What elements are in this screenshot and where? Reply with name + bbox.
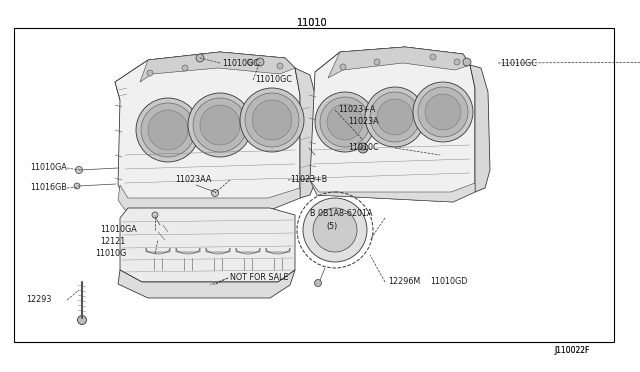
Circle shape: [182, 65, 188, 71]
Circle shape: [313, 175, 319, 181]
Text: J110022F: J110022F: [555, 346, 590, 355]
Polygon shape: [328, 47, 470, 78]
Circle shape: [196, 54, 204, 62]
Circle shape: [377, 99, 413, 135]
Circle shape: [315, 92, 375, 152]
Circle shape: [74, 183, 80, 189]
Circle shape: [340, 64, 346, 70]
Text: 11016GB: 11016GB: [30, 183, 67, 192]
Circle shape: [358, 143, 368, 153]
Circle shape: [374, 59, 380, 65]
Circle shape: [252, 100, 292, 140]
Circle shape: [314, 279, 321, 286]
Circle shape: [77, 315, 86, 324]
Polygon shape: [120, 208, 295, 282]
Text: 11010: 11010: [297, 18, 327, 28]
Circle shape: [211, 189, 218, 196]
Text: 11010G: 11010G: [95, 250, 126, 259]
Polygon shape: [236, 248, 260, 254]
Circle shape: [425, 94, 461, 130]
Circle shape: [360, 145, 365, 151]
Circle shape: [320, 97, 370, 147]
Polygon shape: [140, 52, 295, 82]
Text: 12121: 12121: [100, 237, 125, 247]
Text: 12296M: 12296M: [388, 278, 420, 286]
Circle shape: [245, 93, 299, 147]
Circle shape: [148, 110, 188, 150]
Circle shape: [193, 98, 247, 152]
Polygon shape: [470, 65, 490, 192]
Circle shape: [277, 63, 283, 69]
Polygon shape: [176, 248, 200, 254]
Text: 11023+B: 11023+B: [290, 176, 327, 185]
Text: 11010GC: 11010GC: [255, 76, 292, 84]
Polygon shape: [266, 248, 290, 254]
Text: 11023+A: 11023+A: [338, 106, 375, 115]
Text: 11023AA: 11023AA: [175, 176, 211, 185]
Polygon shape: [146, 248, 170, 254]
Polygon shape: [115, 52, 300, 210]
Circle shape: [313, 208, 357, 252]
Circle shape: [327, 104, 363, 140]
Polygon shape: [315, 47, 470, 74]
Circle shape: [240, 88, 304, 152]
Circle shape: [256, 58, 264, 66]
Polygon shape: [310, 47, 475, 202]
Polygon shape: [115, 52, 295, 100]
Circle shape: [370, 92, 420, 142]
Circle shape: [463, 58, 471, 66]
Circle shape: [152, 212, 158, 218]
Text: 11023A: 11023A: [348, 118, 379, 126]
Text: 11010: 11010: [297, 18, 327, 28]
Polygon shape: [118, 270, 295, 298]
Circle shape: [303, 198, 367, 262]
Text: 11010GD: 11010GD: [430, 278, 467, 286]
Circle shape: [418, 87, 468, 137]
Text: 11010GC: 11010GC: [222, 58, 259, 67]
Polygon shape: [310, 180, 475, 202]
Circle shape: [188, 93, 252, 157]
Circle shape: [141, 103, 195, 157]
Bar: [14, 28, 614, 342]
Circle shape: [76, 167, 83, 173]
Text: (5): (5): [326, 221, 337, 231]
Text: 11010C: 11010C: [348, 144, 379, 153]
Polygon shape: [206, 248, 230, 254]
Polygon shape: [118, 185, 300, 210]
Text: 11010GA: 11010GA: [100, 225, 137, 234]
Circle shape: [413, 82, 473, 142]
Text: 11010GC: 11010GC: [500, 58, 537, 67]
Text: B 0B1A8-6201A: B 0B1A8-6201A: [310, 209, 372, 218]
Polygon shape: [295, 68, 318, 198]
Text: J110022F: J110022F: [555, 346, 590, 355]
Circle shape: [147, 70, 153, 76]
Circle shape: [430, 54, 436, 60]
Text: 11010GA: 11010GA: [30, 164, 67, 173]
Circle shape: [454, 59, 460, 65]
Circle shape: [200, 105, 240, 145]
Text: 12293: 12293: [26, 295, 51, 305]
Circle shape: [247, 59, 253, 65]
Circle shape: [136, 98, 200, 162]
Text: NOT FOR SALE: NOT FOR SALE: [230, 273, 289, 282]
Circle shape: [365, 87, 425, 147]
